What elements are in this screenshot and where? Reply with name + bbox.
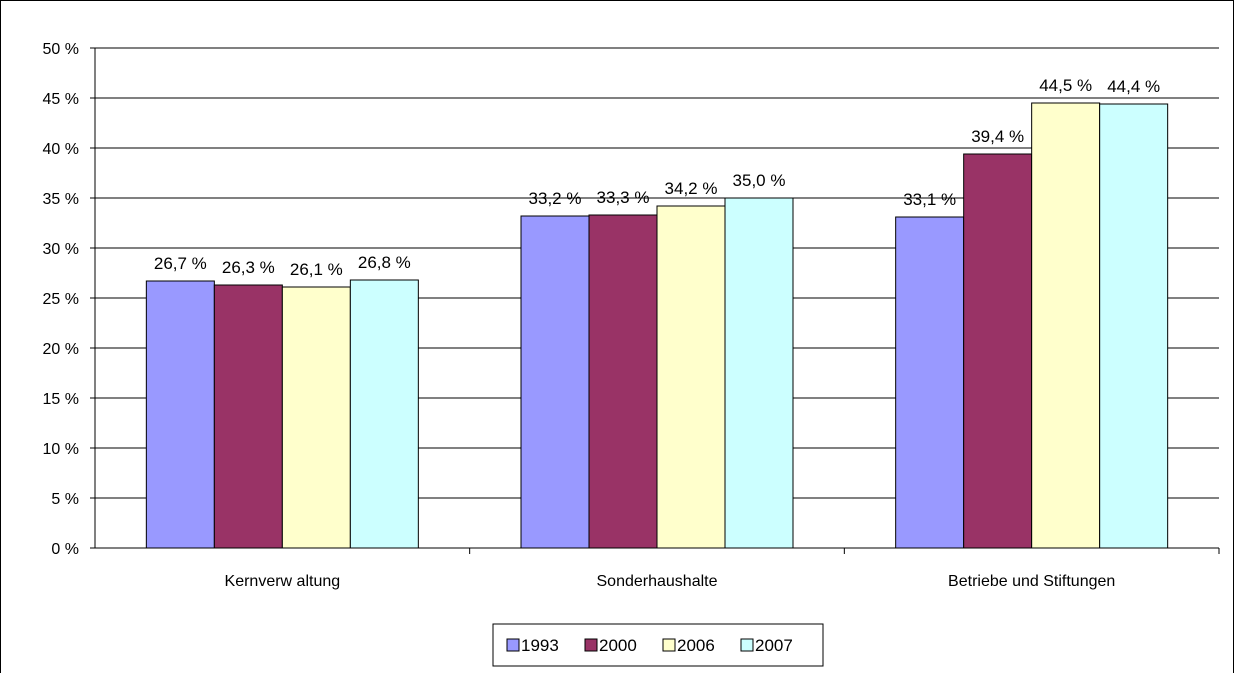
data-label: 39,4 % [971,127,1024,146]
data-label: 44,4 % [1107,77,1160,96]
y-tick-label: 50 % [43,41,79,58]
y-tick-label: 10 % [43,441,79,458]
legend-swatch [662,638,676,652]
x-axis: Kernverw altung Sonderhaushalte Betriebe u… [95,547,1220,590]
bar [588,214,658,549]
bar [895,216,965,549]
bar [1031,102,1101,549]
y-axis: 0 % 5 % 10 % 15 % 20 % 25 % 30 % 35 % 40 % 45 % 50… [43,41,96,558]
y-tick-label: 40 % [43,141,79,158]
bar [656,205,726,549]
bar [145,280,215,549]
data-label: 26,1 % [290,260,343,279]
bar [520,215,590,549]
legend-swatch [740,638,754,652]
bar [281,286,351,549]
bar [724,197,794,549]
data-label: 33,3 % [597,188,650,207]
y-tick-label: 30 % [43,241,79,258]
legend: 1993 2000 2006 2007 [492,623,824,667]
legend-box [492,623,824,667]
data-label: 33,2 % [529,189,582,208]
x-category-label: Betriebe und Stiftungen [948,573,1115,590]
data-label: 26,7 % [154,254,207,273]
y-tick-label: 5 % [51,491,79,508]
legend-swatch [506,638,520,652]
legend-label: 2000 [599,636,637,655]
legend-swatch [584,638,598,652]
data-label: 26,3 % [222,258,275,277]
y-tick-label: 15 % [43,391,79,408]
y-tick-label: 25 % [43,291,79,308]
data-label: 44,5 % [1039,76,1092,95]
legend-label: 2007 [755,636,793,655]
bar [213,284,283,549]
legend-label: 2006 [677,636,715,655]
x-category-label: Sonderhaushalte [597,573,718,590]
x-category-label: Kernverw altung [225,573,341,590]
legend-label: 1993 [521,636,559,655]
data-label: 33,1 % [903,190,956,209]
data-label: 34,2 % [665,179,718,198]
data-labels: 26,7 % 26,3 % 26,1 % 26,8 % 33,2 % 33,3 % 34,2… [154,76,1160,279]
bar [1099,103,1169,549]
bar [349,279,419,549]
y-tick-label: 35 % [43,191,79,208]
y-tick-label: 0 % [51,541,79,558]
data-label: 26,8 % [358,253,411,272]
bars [145,102,1169,549]
y-tick-label: 45 % [43,91,79,108]
bar [963,153,1033,549]
data-label: 35,0 % [733,171,786,190]
y-tick-label: 20 % [43,341,79,358]
